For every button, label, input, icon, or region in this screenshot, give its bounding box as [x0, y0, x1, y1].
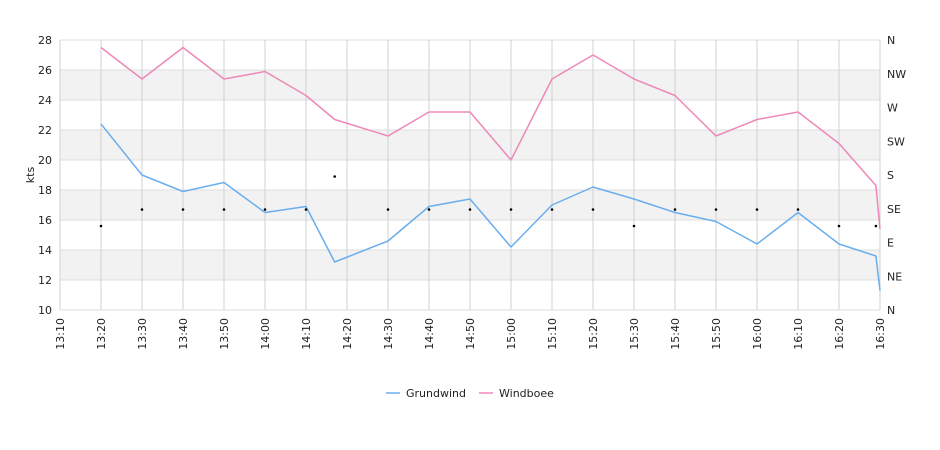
y-tick-label-10: 10 — [38, 304, 52, 317]
y-tick-label-28: 28 — [38, 34, 52, 47]
x-tick-label-1550: 15:50 — [710, 318, 723, 350]
direction-point — [591, 208, 595, 211]
direction-point — [304, 208, 308, 211]
direction-tick-label-1: NE — [887, 270, 902, 283]
direction-tick-label-2: E — [887, 237, 894, 250]
x-tick-label-1530: 15:30 — [628, 318, 641, 350]
direction-point — [837, 224, 841, 228]
direction-point — [468, 208, 472, 211]
y-axis-label: kts — [24, 167, 37, 184]
direction-point — [550, 208, 554, 211]
grid-lines — [59, 39, 881, 311]
x-tick-label-1420: 14:20 — [341, 318, 354, 350]
direction-point — [99, 224, 103, 228]
direction-point — [222, 208, 226, 211]
y-tick-label-16: 16 — [38, 214, 52, 227]
x-tick-label-1520: 15:20 — [587, 318, 600, 350]
direction-tick-label-4: S — [887, 169, 894, 182]
legend: Grundwind Windboee — [386, 387, 554, 400]
y-axis-ticks: 10 12 14 16 18 20 22 24 26 28 — [38, 34, 52, 317]
series-line-grundwind — [100, 123, 881, 291]
y-tick-label-22: 22 — [38, 124, 52, 137]
direction-tick-label-8: N — [887, 34, 895, 47]
x-tick-label-1600: 16:00 — [751, 318, 764, 350]
x-tick-label-1430: 14:30 — [382, 318, 395, 350]
direction-point — [874, 224, 878, 228]
direction-point — [673, 208, 677, 211]
direction-point — [386, 208, 390, 211]
y-tick-label-12: 12 — [38, 274, 52, 287]
series-lines — [100, 46, 881, 291]
direction-point — [333, 175, 337, 178]
legend-item-windboee[interactable]: Windboee — [479, 387, 554, 400]
x-tick-label-1400: 14:00 — [259, 318, 272, 350]
direction-axis-ticks: N NE E SE S SW W NW N — [887, 34, 906, 317]
direction-point — [632, 224, 636, 228]
direction-tick-label-3: SE — [887, 203, 901, 216]
x-tick-label-1310: 13:10 — [54, 318, 67, 350]
direction-tick-label-0: N — [887, 304, 895, 317]
legend-label-windboee: Windboee — [499, 387, 554, 400]
direction-tick-label-6: W — [887, 102, 898, 115]
direction-point — [796, 208, 800, 211]
x-tick-label-1320: 13:20 — [95, 318, 108, 350]
x-tick-label-1500: 15:00 — [505, 318, 518, 350]
x-tick-label-1450: 14:50 — [464, 318, 477, 350]
x-tick-label-1340: 13:40 — [177, 318, 190, 350]
direction-point — [263, 208, 267, 211]
series-line-windboee — [100, 46, 881, 230]
legend-item-grundwind[interactable]: Grundwind — [386, 387, 466, 400]
legend-label-grundwind: Grundwind — [406, 387, 466, 400]
y-tick-label-18: 18 — [38, 184, 52, 197]
x-tick-label-1410: 14:10 — [300, 318, 313, 350]
direction-point — [755, 208, 759, 211]
y-tick-label-20: 20 — [38, 154, 52, 167]
x-tick-label-1540: 15:40 — [669, 318, 682, 350]
x-tick-label-1510: 15:10 — [546, 318, 559, 350]
y-tick-label-26: 26 — [38, 64, 52, 77]
y-tick-label-24: 24 — [38, 94, 52, 107]
x-tick-label-1630: 16:30 — [874, 318, 887, 350]
direction-point — [140, 208, 144, 211]
x-axis-ticks: 13:10 13:20 13:30 13:40 13:50 14:00 14:10 14:20… — [54, 318, 887, 350]
direction-point — [181, 208, 185, 211]
x-tick-label-1620: 16:20 — [833, 318, 846, 350]
direction-tick-label-5: SW — [887, 135, 905, 148]
direction-point — [427, 208, 431, 211]
y-tick-label-14: 14 — [38, 244, 52, 257]
direction-tick-label-7: NW — [887, 68, 906, 81]
direction-point — [509, 208, 513, 211]
direction-point — [714, 208, 718, 211]
x-tick-label-1610: 16:10 — [792, 318, 805, 350]
x-tick-label-1330: 13:30 — [136, 318, 149, 350]
direction-points — [99, 175, 878, 228]
x-tick-label-1440: 14:40 — [423, 318, 436, 350]
x-tick-label-1350: 13:50 — [218, 318, 231, 350]
